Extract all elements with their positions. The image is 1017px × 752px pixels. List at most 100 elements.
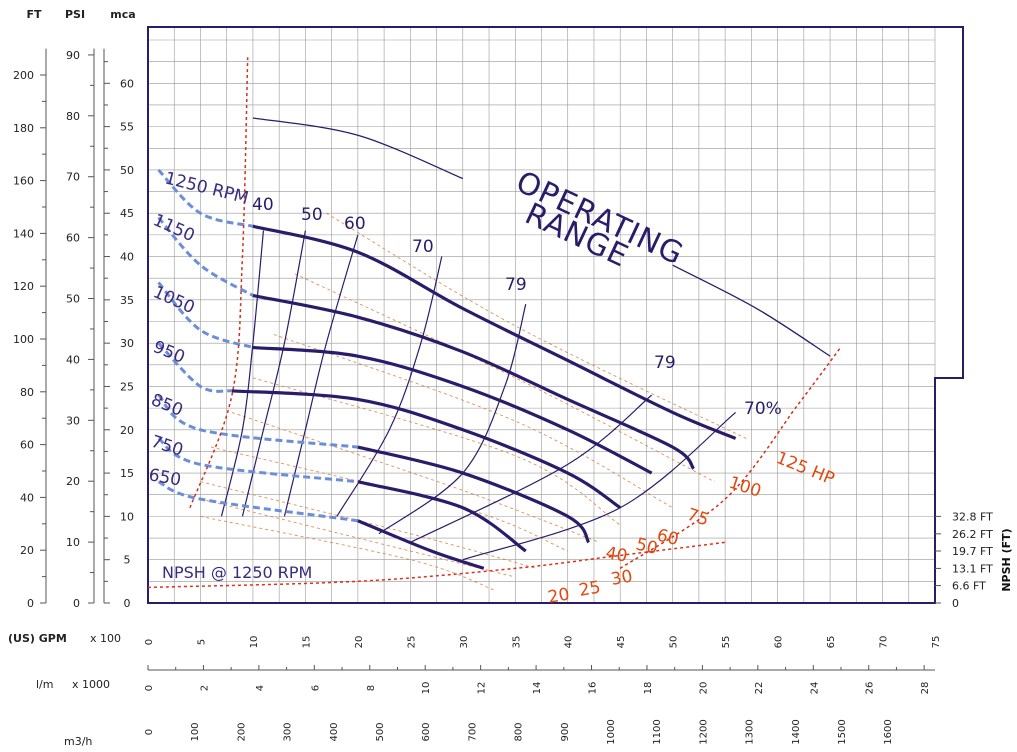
psi-tick-label: 90 bbox=[66, 49, 80, 62]
gpm-axis-scale: x 100 bbox=[90, 632, 121, 645]
head-curve bbox=[357, 445, 591, 544]
gpm-tick-label: 75 bbox=[931, 636, 942, 649]
mca-tick-label: 35 bbox=[120, 294, 134, 307]
gpm-tick-label: 35 bbox=[511, 636, 522, 649]
m3h-tick-label: 1200 bbox=[698, 719, 709, 744]
efficiency-curve bbox=[220, 230, 265, 517]
power-curve bbox=[294, 273, 715, 483]
eff-label-70pct: 70% bbox=[744, 399, 782, 419]
lm-tick-label: 26 bbox=[865, 682, 876, 695]
mca-axis-header: mca bbox=[110, 8, 135, 21]
operating-range-label: OPERATING RANGE bbox=[511, 165, 689, 275]
rpm-label-850: 850 bbox=[148, 390, 186, 421]
mca-tick-label: 5 bbox=[124, 554, 131, 567]
head-curve-shutoff bbox=[157, 168, 254, 228]
npsh-tick-label: 6.6 FT bbox=[952, 580, 986, 593]
power-curve bbox=[200, 498, 516, 578]
lm-tick-label: 14 bbox=[532, 682, 543, 695]
m3h-tick-label: 600 bbox=[421, 722, 432, 741]
gpm-tick-label: 70 bbox=[879, 636, 890, 649]
mca-tick-label: 50 bbox=[120, 164, 134, 177]
lm-axis-scale: x 1000 bbox=[72, 678, 110, 691]
m3h-tick-label: 1300 bbox=[745, 719, 756, 744]
m3h-tick-label: 900 bbox=[560, 722, 571, 741]
m3h-tick-label: 800 bbox=[514, 722, 525, 741]
hp-label-40: 40 bbox=[604, 543, 629, 566]
gpm-tick-label: 40 bbox=[564, 636, 575, 649]
gpm-tick-label: 55 bbox=[721, 636, 732, 649]
power-curve bbox=[326, 212, 747, 439]
npsh-tick-label: 32.8 FT bbox=[952, 510, 993, 523]
m3h-tick-label: 1100 bbox=[652, 719, 663, 744]
eff-label-70: 70 bbox=[412, 237, 434, 257]
m3h-tick-label: 700 bbox=[467, 722, 478, 741]
gpm-tick-label: 50 bbox=[669, 636, 680, 649]
gpm-tick-label: 10 bbox=[249, 636, 260, 649]
lm-tick-label: 6 bbox=[310, 685, 321, 691]
power-curve bbox=[200, 481, 537, 569]
lm-tick-label: 18 bbox=[643, 682, 654, 695]
power-labels: 125 HP 100 75 60 50 40 30 25 20 bbox=[546, 448, 837, 608]
m3h-tick-label: 0 bbox=[144, 729, 155, 735]
gpm-tick-label: 65 bbox=[826, 636, 837, 649]
hp-label-30: 30 bbox=[609, 566, 634, 589]
plot-grid bbox=[147, 26, 964, 604]
eff-label-79-b: 79 bbox=[654, 353, 676, 373]
lm-tick-label: 2 bbox=[199, 685, 210, 691]
ft-tick-label: 20 bbox=[20, 544, 34, 557]
ft-tick-label: 200 bbox=[13, 69, 34, 82]
hp-label-100: 100 bbox=[726, 473, 763, 502]
eff-label-60: 60 bbox=[344, 214, 366, 234]
ft-tick-label: 120 bbox=[13, 280, 34, 293]
lm-tick-label: 10 bbox=[421, 682, 432, 695]
rpm-label-1250: 1250 RPM bbox=[163, 168, 251, 208]
rpm-label-750: 750 bbox=[148, 432, 185, 461]
eff-label-79-a: 79 bbox=[505, 275, 527, 295]
lm-tick-label: 28 bbox=[920, 682, 931, 695]
head-curve bbox=[252, 345, 653, 475]
npsh-tick-label: 19.7 FT bbox=[952, 545, 993, 558]
head-curve-shutoff bbox=[157, 480, 359, 523]
efficiency-curve bbox=[462, 411, 737, 561]
head-curve-shutoff bbox=[157, 216, 254, 297]
head-curve bbox=[357, 519, 485, 570]
ft-axis-header: FT bbox=[26, 8, 42, 21]
lm-tick-label: 4 bbox=[255, 685, 266, 691]
psi-tick-label: 60 bbox=[66, 232, 80, 245]
lm-tick-label: 20 bbox=[698, 682, 709, 695]
mca-tick-label: 30 bbox=[120, 337, 134, 350]
curves bbox=[147, 57, 842, 591]
hp-label-125: 125 HP bbox=[773, 448, 837, 489]
hp-label-25: 25 bbox=[577, 577, 602, 600]
head-curve bbox=[357, 480, 527, 553]
lm-tick-label: 12 bbox=[477, 682, 488, 695]
m3h-tick-label: 200 bbox=[236, 722, 247, 741]
m3h-tick-label: 1600 bbox=[883, 719, 894, 744]
psi-axis-header: PSI bbox=[65, 8, 85, 21]
m3h-tick-label: 500 bbox=[375, 722, 386, 741]
mca-tick-label: 25 bbox=[120, 380, 134, 393]
lm-tick-label: 0 bbox=[144, 685, 155, 691]
psi-tick-label: 0 bbox=[73, 597, 80, 610]
lm-tick-label: 22 bbox=[754, 682, 765, 695]
ft-tick-label: 160 bbox=[13, 175, 34, 188]
lm-tick-label: 24 bbox=[809, 682, 820, 695]
operating-range-right-limit bbox=[619, 347, 842, 569]
hp-label-50: 50 bbox=[634, 534, 660, 559]
eff-label-50: 50 bbox=[301, 205, 323, 225]
axes: 0510152025303540455055600102030405060708… bbox=[13, 48, 993, 745]
mca-tick-label: 10 bbox=[120, 510, 134, 523]
mca-tick-label: 55 bbox=[120, 121, 134, 134]
m3h-tick-label: 1400 bbox=[791, 719, 802, 744]
psi-tick-label: 40 bbox=[66, 353, 80, 366]
psi-tick-label: 80 bbox=[66, 110, 80, 123]
mca-tick-label: 0 bbox=[124, 597, 131, 610]
gpm-tick-label: 60 bbox=[774, 636, 785, 649]
head-curve-shutoff bbox=[157, 437, 359, 484]
m3h-tick-label: 1000 bbox=[606, 719, 617, 744]
operating-range-boundary-left bbox=[252, 117, 464, 180]
efficiency-labels: 40 50 60 70 79 79 70% bbox=[252, 195, 782, 419]
ft-tick-label: 40 bbox=[20, 491, 34, 504]
mca-tick-label: 20 bbox=[120, 424, 134, 437]
npsh-curve-label: NPSH @ 1250 RPM bbox=[162, 563, 312, 582]
